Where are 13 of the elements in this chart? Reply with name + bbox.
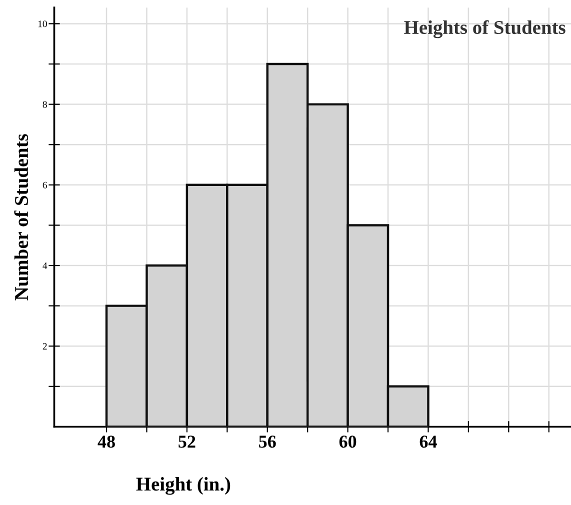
- x-tick-label: 52: [178, 436, 196, 448]
- x-tick-label: 60: [339, 436, 356, 448]
- x-axis-title: Height (in.): [136, 477, 230, 495]
- y-tick-label: 8: [42, 101, 47, 108]
- y-axis-title: Number of Students: [14, 134, 28, 300]
- text: Heights of Students: [404, 20, 566, 38]
- y-tick-label: 4: [42, 262, 48, 269]
- y-tick-label: 10: [38, 20, 47, 28]
- x-tick-label: 48: [98, 436, 115, 448]
- x-tick-label: 56: [259, 436, 276, 448]
- y-tick-label: 2: [42, 343, 47, 350]
- x-tick-label: 64: [420, 436, 437, 448]
- y-tick-label: 6: [42, 182, 48, 188]
